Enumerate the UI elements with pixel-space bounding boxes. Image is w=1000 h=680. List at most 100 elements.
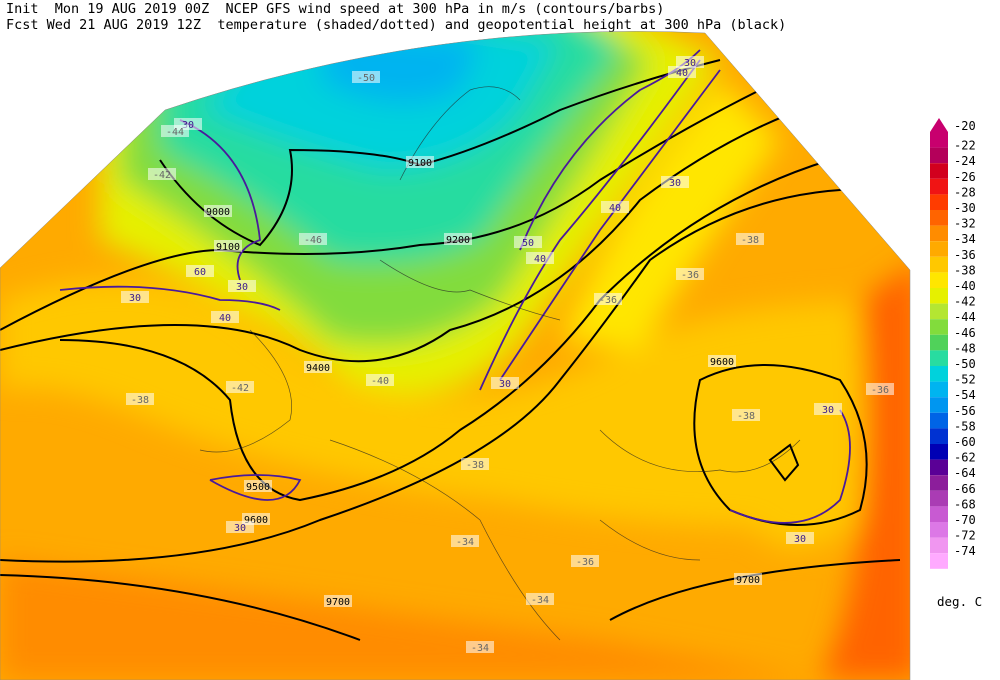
colorbar-label: -22: [954, 139, 976, 153]
wind-label-bg: [211, 311, 239, 323]
wind-label: 50: [522, 238, 534, 249]
height-label-bg: [444, 233, 472, 245]
colorbar-label: -46: [954, 326, 976, 340]
colorbar-swatch: [930, 428, 948, 444]
map-border: [0, 31, 911, 680]
wind-label: 30: [236, 282, 248, 293]
wind-label-bg: [814, 403, 842, 415]
colorbar-unit: deg. C: [937, 594, 982, 609]
temp-label: -34: [456, 537, 474, 548]
temp-label-bg: [526, 593, 554, 605]
colorbar-swatch: [930, 132, 948, 148]
colorbar-label: -36: [954, 248, 976, 262]
wind-label-bg: [186, 265, 214, 277]
temp-label: -40: [371, 376, 389, 387]
colorbar-swatch: [930, 381, 948, 398]
colorbar-arrow: [930, 118, 948, 132]
temp-label: -44: [166, 127, 184, 138]
temp-label: -42: [153, 170, 171, 181]
colorbar-swatch: [930, 288, 948, 304]
height-contours: [0, 59, 901, 641]
colorbar-label: -38: [954, 263, 976, 277]
wind-label-bg: [121, 291, 149, 303]
temp-label: -46: [304, 235, 322, 246]
header-line: Fcst Wed 21 AUG 2019 12Z temperature (sh…: [6, 17, 786, 33]
header-line: Init Mon 19 AUG 2019 00Z NCEP GFS wind s…: [6, 1, 664, 17]
colorbar-label: -70: [954, 513, 976, 527]
height-label: 9000: [206, 207, 230, 218]
height-label: 9600: [244, 515, 268, 526]
colorbar: -20 -22-24 -26-28 -30 -32-34 -36-38 -40 -42-44 -…: [930, 118, 982, 609]
colorbar-swatch: [930, 147, 948, 164]
colorbar-label: -54: [954, 388, 976, 402]
height-label: 9500: [246, 482, 270, 493]
temp-label: -38: [741, 235, 759, 246]
colorbar-swatch: [930, 397, 948, 413]
height-label-bg: [324, 595, 352, 607]
colorbar-swatch: [930, 272, 948, 288]
colorbar-swatch: [930, 366, 948, 382]
wind-label-bg: [514, 236, 542, 248]
colorbar-label: -50: [954, 357, 976, 371]
temp-label-bg: [299, 233, 327, 245]
colorbar-label: -44: [954, 310, 976, 324]
colorbar-label: -52: [954, 373, 976, 387]
colorbar-swatch: [930, 459, 948, 476]
temp-label-bg: [461, 458, 489, 470]
temp-label-bg: [466, 641, 494, 653]
temp-label-bg: [126, 393, 154, 405]
temp-label: -36: [681, 270, 699, 281]
height-label-bg: [214, 240, 242, 252]
colorbar-swatch: [930, 553, 948, 569]
temp-label-bg: [866, 383, 894, 395]
wind-label: 30: [129, 293, 141, 304]
title: NCEP GFS wind speed at 300 hPa in m/s (c…: [225, 1, 665, 17]
wind-label-bg: [228, 280, 256, 292]
colorbar-swatch: [930, 475, 948, 491]
colorbar-label: -26: [954, 170, 976, 184]
height-label: 9600: [710, 357, 734, 368]
coastlines: [199, 86, 801, 641]
colorbar-swatch: [930, 194, 948, 210]
colorbar-swatch: [930, 506, 948, 522]
colorbar-swatch: [930, 537, 948, 554]
wind-label: 30: [684, 58, 696, 69]
colorbar-label: -74: [954, 544, 976, 558]
wind-label-bg: [226, 521, 254, 533]
height-label-bg: [204, 205, 232, 217]
colorbar-label: -42: [954, 295, 976, 309]
wind-label: 40: [219, 313, 231, 324]
wind-label: 60: [194, 267, 206, 278]
colorbar-label: -34: [954, 232, 976, 246]
colorbar-swatch: [930, 444, 948, 460]
temp-label-bg: [366, 374, 394, 386]
temp-label-bg: [226, 381, 254, 393]
temp-label-bg: [732, 409, 760, 421]
colorbar-label: -30: [954, 201, 976, 215]
colorbar-label: -64: [954, 466, 976, 480]
map-labels: 9000 9100 9200 9100 9400 9500 9600 9700 9700 9600…: [121, 56, 894, 654]
colorbar-label: -58: [954, 419, 976, 433]
wind-label-bg: [526, 252, 554, 264]
colorbar-swatch: [930, 225, 948, 242]
colorbar-label: -20: [954, 119, 976, 133]
wind-label-bg: [668, 66, 696, 78]
subtitle: temperature (shaded/dotted) and geopoten…: [217, 17, 787, 33]
wind-label: 30: [669, 178, 681, 189]
height-label-bg: [734, 573, 762, 585]
height-label-bg: [244, 480, 272, 492]
wind-label: 30: [794, 534, 806, 545]
colorbar-swatch: [930, 256, 948, 273]
temp-label-bg: [736, 233, 764, 245]
temp-label: -34: [471, 643, 489, 654]
height-label: 9100: [408, 158, 432, 169]
colorbar-swatch: [930, 178, 948, 195]
init-time: Init Mon 19 AUG 2019 00Z: [6, 1, 210, 17]
temp-label-bg: [148, 168, 176, 180]
temp-label: -38: [737, 411, 755, 422]
colorbar-label: -24: [954, 154, 976, 168]
temp-label: -38: [131, 395, 149, 406]
